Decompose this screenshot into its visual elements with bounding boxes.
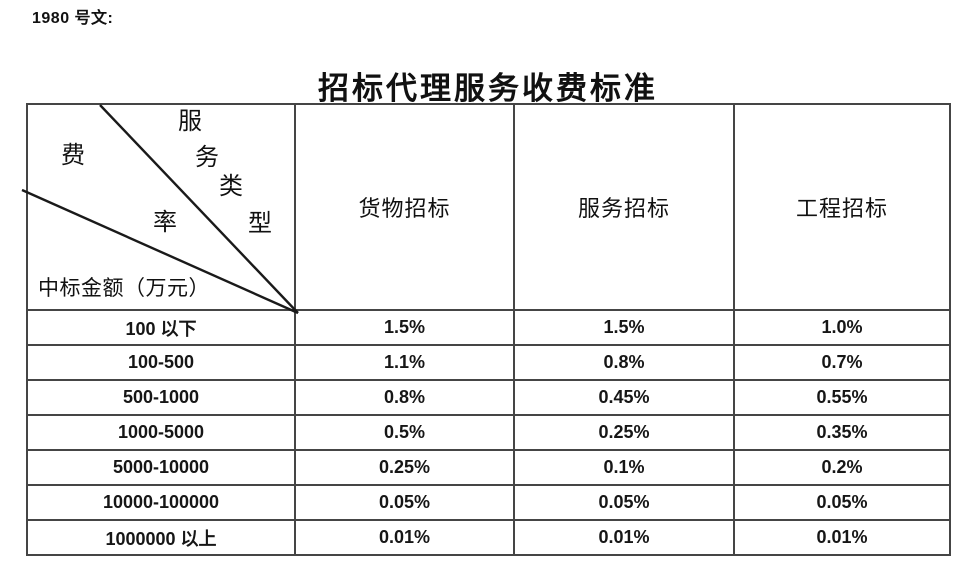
- row-amount-range-label: 1000000 以上: [28, 521, 294, 554]
- fee-value-goods: 0.8%: [296, 381, 513, 414]
- fee-value-services: 0.01%: [515, 521, 733, 554]
- page-title: 招标代理服务收费标准: [318, 70, 658, 106]
- fee-value-services: 1.5%: [515, 311, 733, 344]
- fee-value-works: 0.55%: [735, 381, 949, 414]
- fee-value-services: 0.8%: [515, 346, 733, 379]
- fee-value-works: 0.01%: [735, 521, 949, 554]
- corner-label-service-type-char: 型: [248, 211, 272, 237]
- fee-value-works: 0.05%: [735, 486, 949, 519]
- column-header-works-bidding: 工程招标: [735, 105, 949, 309]
- fee-value-services: 0.25%: [515, 416, 733, 449]
- corner-label-fee-rate-char: 费: [61, 143, 85, 169]
- fee-value-services: 0.45%: [515, 381, 733, 414]
- corner-label-fee-rate-char: 率: [153, 210, 177, 236]
- row-amount-range-label: 100 以下: [28, 311, 294, 344]
- fee-value-works: 0.7%: [735, 346, 949, 379]
- fee-value-works: 0.2%: [735, 451, 949, 484]
- fee-value-works: 1.0%: [735, 311, 949, 344]
- table-corner-header-cell: 服 务 类 型 费 率 中标金额（万元）: [21, 104, 299, 315]
- row-amount-range-label: 5000-10000: [28, 451, 294, 484]
- row-amount-range-label: 100-500: [28, 346, 294, 379]
- fee-value-goods: 0.25%: [296, 451, 513, 484]
- fee-value-goods: 0.05%: [296, 486, 513, 519]
- corner-label-bid-amount: 中标金额（万元）: [38, 276, 210, 300]
- fee-value-goods: 1.1%: [296, 346, 513, 379]
- fee-rate-table: 服 务 类 型 费 率 中标金额（万元） 货物招标 服务招标 工程招标 100 …: [21, 103, 951, 556]
- fee-value-goods: 0.5%: [296, 416, 513, 449]
- fee-value-goods: 0.01%: [296, 521, 513, 554]
- doc-ref-label: 1980 号文:: [32, 10, 114, 27]
- corner-label-service-type-char: 务: [195, 145, 219, 171]
- column-header-goods-bidding: 货物招标: [296, 105, 513, 309]
- fee-value-services: 0.1%: [515, 451, 733, 484]
- row-amount-range-label: 500-1000: [28, 381, 294, 414]
- fee-value-works: 0.35%: [735, 416, 949, 449]
- fee-value-goods: 1.5%: [296, 311, 513, 344]
- corner-label-service-type-char: 类: [219, 174, 243, 200]
- corner-label-service-type-char: 服: [178, 109, 202, 135]
- column-header-services-bidding: 服务招标: [515, 105, 733, 309]
- fee-value-services: 0.05%: [515, 486, 733, 519]
- row-amount-range-label: 10000-100000: [28, 486, 294, 519]
- row-amount-range-label: 1000-5000: [28, 416, 294, 449]
- diagonal-divider-lines: [21, 104, 299, 315]
